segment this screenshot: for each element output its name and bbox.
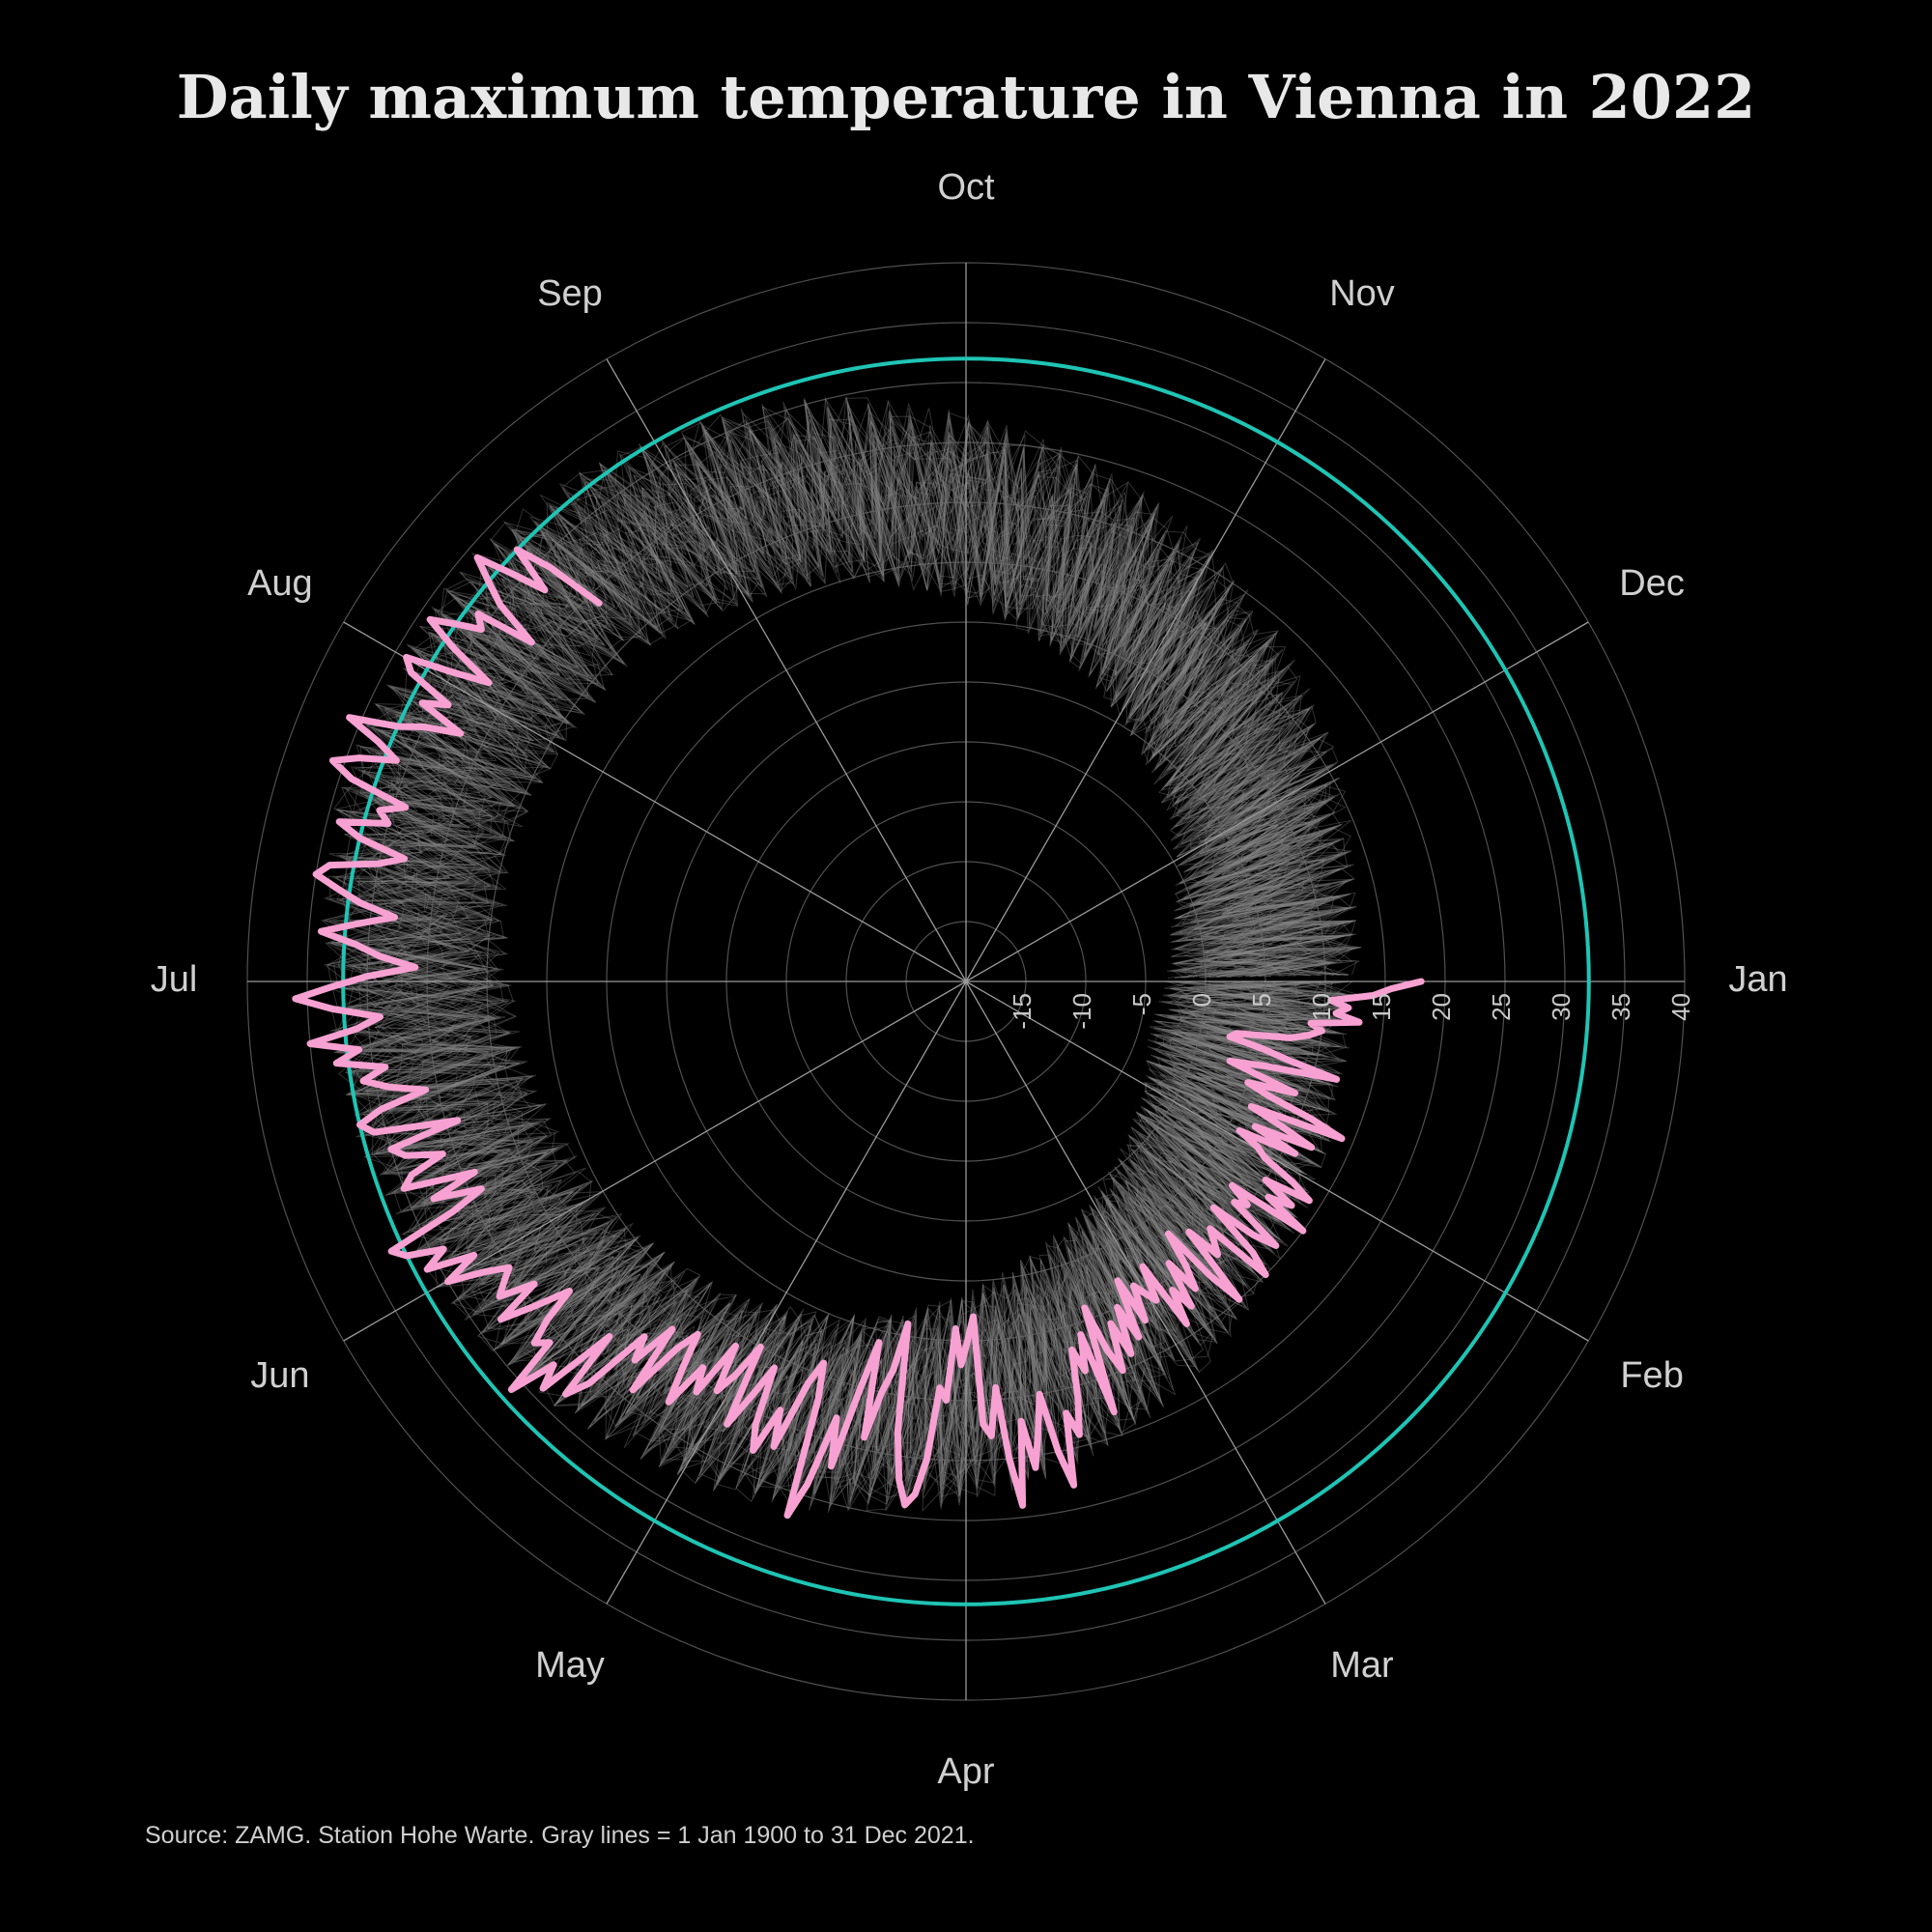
grid-spoke (965, 621, 1589, 982)
historical-line (354, 396, 1349, 1486)
historical-line (344, 404, 1333, 1487)
historical-line (343, 401, 1356, 1495)
historical-line (350, 397, 1338, 1499)
historical-line (331, 437, 1339, 1497)
historical-line (323, 412, 1347, 1512)
tick-label: 25 (1487, 993, 1516, 1021)
historical-line (338, 425, 1341, 1510)
historical-line (352, 403, 1351, 1507)
tick-label: 30 (1547, 993, 1576, 1021)
historical-line (325, 408, 1343, 1495)
tick-label: 40 (1666, 993, 1695, 1021)
month-label-nov: Nov (1329, 273, 1395, 314)
month-label-mar: Mar (1330, 1645, 1394, 1686)
historical-line (338, 407, 1332, 1492)
month-label-may: May (535, 1645, 605, 1686)
month-label-jan: Jan (1728, 959, 1787, 1000)
historical-line (337, 396, 1349, 1494)
historical-line (333, 414, 1356, 1506)
tick-label: 35 (1606, 993, 1635, 1021)
historical-line (326, 431, 1354, 1493)
historical-line (346, 399, 1354, 1505)
historical-line (328, 415, 1344, 1508)
month-label-jul: Jul (151, 959, 198, 1000)
historical-line (333, 397, 1354, 1500)
historical-line (329, 406, 1347, 1506)
tick-label: -5 (1127, 993, 1156, 1015)
month-label-dec: Dec (1619, 563, 1685, 604)
historical-line (346, 418, 1356, 1507)
grid-spoke (606, 980, 967, 1605)
historical-line (340, 399, 1358, 1486)
series-2022 (292, 546, 1425, 1520)
historical-line (330, 434, 1355, 1489)
historical-line (326, 411, 1350, 1503)
historical-line (345, 403, 1354, 1492)
grid-spoke (343, 621, 967, 982)
historical-line (333, 418, 1357, 1495)
month-label-jun: Jun (250, 1355, 309, 1396)
month-label-oct: Oct (937, 167, 995, 208)
chart-title: Daily maximum temperature in Vienna in 2… (177, 62, 1755, 132)
chart-caption: Source: ZAMG. Station Hohe Warte. Gray l… (145, 1822, 975, 1849)
tick-label: -10 (1067, 993, 1096, 1030)
historical-line (328, 434, 1352, 1508)
historical-line (336, 410, 1361, 1486)
tick-label: 0 (1187, 993, 1216, 1007)
grid-spoke (965, 980, 1589, 1342)
month-labels: Jan Feb Mar Apr May Jun Jul Aug Sep Oct Nov Dec (151, 167, 1788, 1792)
series-2022-line (292, 546, 1425, 1520)
historical-line (328, 420, 1352, 1511)
historical-line (366, 413, 1353, 1489)
historical-line (338, 439, 1352, 1503)
historical-line (333, 418, 1350, 1502)
historical-line (322, 400, 1354, 1513)
month-label-sep: Sep (537, 273, 603, 314)
month-label-feb: Feb (1620, 1355, 1683, 1396)
radial-tick-labels: -15 -10 -5 0 5 10 15 20 25 30 35 40 (1008, 993, 1695, 1030)
grid-spoke (965, 358, 1326, 982)
tick-label: 15 (1367, 993, 1396, 1021)
historical-line (337, 413, 1346, 1512)
month-label-aug: Aug (247, 563, 313, 604)
tick-label: 20 (1427, 993, 1456, 1021)
historical-line (344, 402, 1354, 1484)
polar-grid (246, 262, 1686, 1701)
historical-line (347, 402, 1356, 1497)
tick-label: 10 (1307, 993, 1336, 1021)
grid-spoke (606, 358, 967, 982)
tick-label: 5 (1247, 993, 1276, 1007)
tick-label: -15 (1008, 993, 1037, 1030)
historical-line (321, 421, 1354, 1500)
historical-line (327, 405, 1341, 1503)
month-label-apr: Apr (937, 1751, 994, 1792)
historical-line (357, 448, 1351, 1499)
